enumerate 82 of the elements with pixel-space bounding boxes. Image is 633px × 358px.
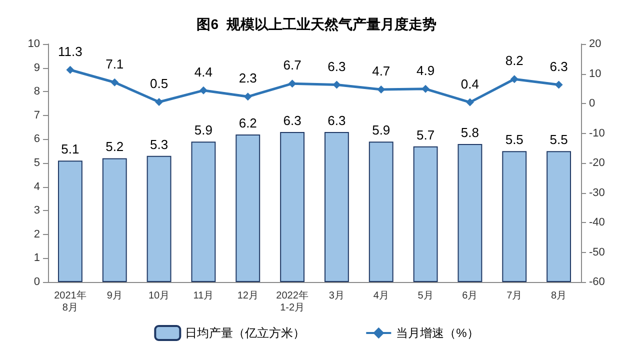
point bbox=[554, 80, 563, 89]
data-label: 5.2 bbox=[106, 139, 124, 154]
bar bbox=[546, 151, 572, 282]
data-label: 5.5 bbox=[505, 132, 524, 148]
x-tick-label: 2022年 1-2月 bbox=[276, 290, 308, 314]
data-label: 11.3 bbox=[58, 44, 82, 59]
x-tick-label: 12月 bbox=[237, 290, 258, 302]
bar bbox=[191, 142, 216, 282]
x-tick-label: 3月 bbox=[328, 290, 344, 302]
data-label: 6.7 bbox=[283, 58, 302, 73]
x-tick-label: 6月 bbox=[462, 290, 478, 302]
data-label: 6.3 bbox=[283, 113, 302, 128]
y-tick-label: 10 bbox=[28, 38, 40, 50]
data-label: 7.1 bbox=[106, 56, 124, 72]
data-label: 6.3 bbox=[328, 58, 346, 74]
bar bbox=[236, 134, 260, 282]
data-label: 0.5 bbox=[150, 76, 168, 92]
data-label: 5.3 bbox=[150, 136, 168, 152]
y-tick-label: 3 bbox=[34, 204, 40, 217]
data-label: 8.2 bbox=[505, 53, 524, 68]
point bbox=[155, 98, 164, 106]
y-tick-label: 0 bbox=[34, 276, 40, 288]
bar bbox=[413, 146, 438, 282]
data-label: 4.4 bbox=[194, 64, 212, 80]
point bbox=[332, 80, 341, 89]
x-tick-label: 8月 bbox=[551, 290, 567, 302]
y2-tick-label: 20 bbox=[589, 38, 602, 50]
point bbox=[66, 66, 74, 74]
y2-tick-label: -10 bbox=[589, 127, 605, 140]
y2-tick-label: -30 bbox=[589, 186, 605, 199]
data-label: 5.1 bbox=[61, 142, 80, 157]
y-tick-label: 9 bbox=[34, 62, 40, 74]
x-tick-label: 10月 bbox=[148, 290, 170, 302]
y-tick-label: 7 bbox=[34, 109, 40, 122]
x-tick-label: 7月 bbox=[506, 290, 522, 302]
point bbox=[199, 86, 208, 94]
y2-tick-label: -50 bbox=[589, 246, 605, 258]
point bbox=[244, 92, 252, 101]
bar bbox=[280, 132, 305, 282]
y-tick-label: 2 bbox=[34, 228, 40, 240]
data-label: 5.9 bbox=[194, 122, 212, 138]
data-label: 2.3 bbox=[238, 70, 257, 86]
x-tick-label: 11月 bbox=[193, 290, 214, 302]
y2-tick-label: -40 bbox=[589, 216, 605, 228]
data-label: 6.3 bbox=[550, 58, 568, 74]
y2-tick-label: 0 bbox=[589, 98, 596, 110]
point bbox=[466, 98, 474, 106]
data-label: 5.7 bbox=[416, 127, 435, 142]
x-tick-label: 9月 bbox=[106, 290, 122, 302]
point bbox=[510, 75, 518, 84]
y2-tick-label: -60 bbox=[589, 276, 605, 288]
data-label: 5.9 bbox=[372, 122, 390, 138]
bar bbox=[146, 156, 172, 282]
data-label: 0.4 bbox=[460, 76, 479, 92]
bar bbox=[58, 160, 82, 282]
x-tick-label: 2021年 8月 bbox=[54, 290, 86, 314]
data-label: 4.9 bbox=[416, 62, 435, 78]
legend-label: 当月增速（%） bbox=[396, 326, 479, 340]
data-label: 5.5 bbox=[550, 132, 568, 148]
bar bbox=[458, 144, 482, 282]
point bbox=[288, 80, 296, 88]
y2-tick-label: -20 bbox=[589, 157, 605, 169]
x-tick-label: 5月 bbox=[418, 290, 434, 302]
bar bbox=[102, 158, 127, 282]
point bbox=[110, 78, 119, 86]
x-tick-label: 4月 bbox=[373, 290, 389, 302]
y-tick-label: 8 bbox=[34, 86, 40, 98]
data-label: 6.3 bbox=[328, 113, 346, 128]
data-label: 6.2 bbox=[238, 115, 257, 130]
legend-label: 日均产量（亿立方米） bbox=[185, 326, 306, 340]
y-tick-label: 5 bbox=[34, 157, 40, 169]
data-label: 4.7 bbox=[372, 64, 390, 79]
y-tick-label: 1 bbox=[34, 252, 40, 264]
y-tick-label: 6 bbox=[34, 133, 40, 146]
bar bbox=[368, 142, 394, 282]
bar bbox=[324, 132, 349, 282]
chart-title: 图6 规模以上工业天然气产量月度走势 bbox=[196, 16, 436, 32]
bar bbox=[502, 151, 527, 282]
y-tick-label: 4 bbox=[34, 180, 40, 193]
point bbox=[422, 84, 430, 93]
data-label: 5.8 bbox=[460, 124, 479, 140]
y2-tick-label: 10 bbox=[589, 68, 602, 80]
